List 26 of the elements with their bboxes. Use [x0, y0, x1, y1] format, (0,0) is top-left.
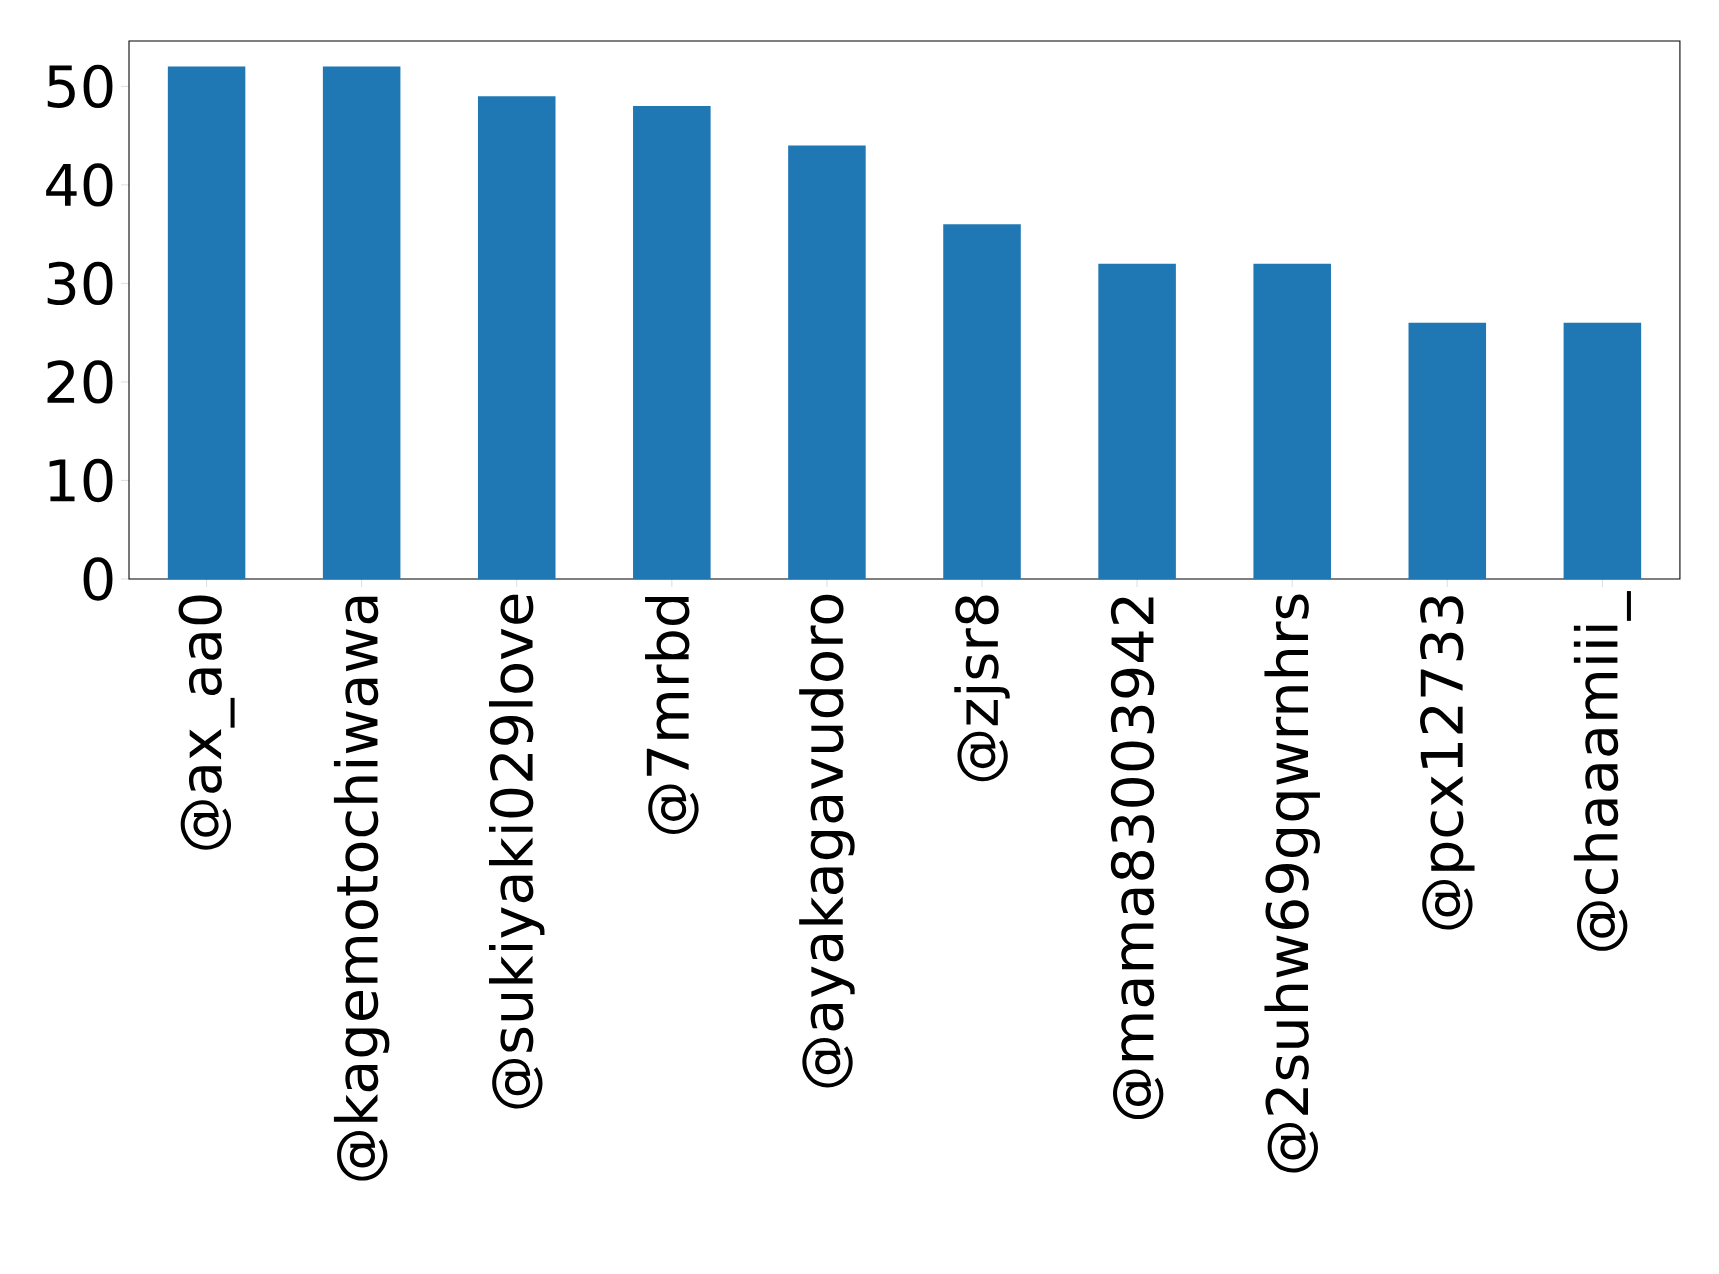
y-tick-label: 50 — [47, 64, 113, 108]
x-tick-label: @mama83003942 — [1110, 597, 1164, 1120]
bar — [788, 145, 866, 579]
x-tick-label: @pcx12733 — [1420, 596, 1475, 930]
bar — [1563, 322, 1642, 579]
bar — [1253, 263, 1331, 579]
x-tick-label: @2suhw69gqwrnhrs — [1264, 594, 1320, 1173]
y-tick-label: 20 — [47, 360, 113, 404]
bar — [167, 66, 246, 579]
y-tick-label: 30 — [47, 261, 113, 306]
x-tick-label: @chaaamiii_ — [1573, 591, 1631, 951]
bar — [1098, 263, 1176, 579]
bar — [633, 106, 711, 579]
y-tick-label: 40 — [46, 163, 113, 207]
x-tick-label: @kagemotochiwawa — [333, 596, 390, 1181]
x-tick-label: @ax_aa0 — [178, 595, 235, 850]
x-tick-label: @sukiyaki029love — [488, 594, 545, 1109]
bar — [1408, 322, 1487, 579]
x-tick-label: @zjsr8 — [954, 595, 1010, 782]
y-tick-label: 10 — [49, 458, 113, 503]
x-tick-label: @ayakagavudoro — [799, 594, 855, 1088]
bar — [943, 224, 1021, 579]
x-tick-label: @7mrbd — [645, 596, 699, 834]
bar — [477, 96, 556, 579]
bar — [322, 66, 401, 579]
y-tick-label: 0 — [83, 557, 113, 601]
